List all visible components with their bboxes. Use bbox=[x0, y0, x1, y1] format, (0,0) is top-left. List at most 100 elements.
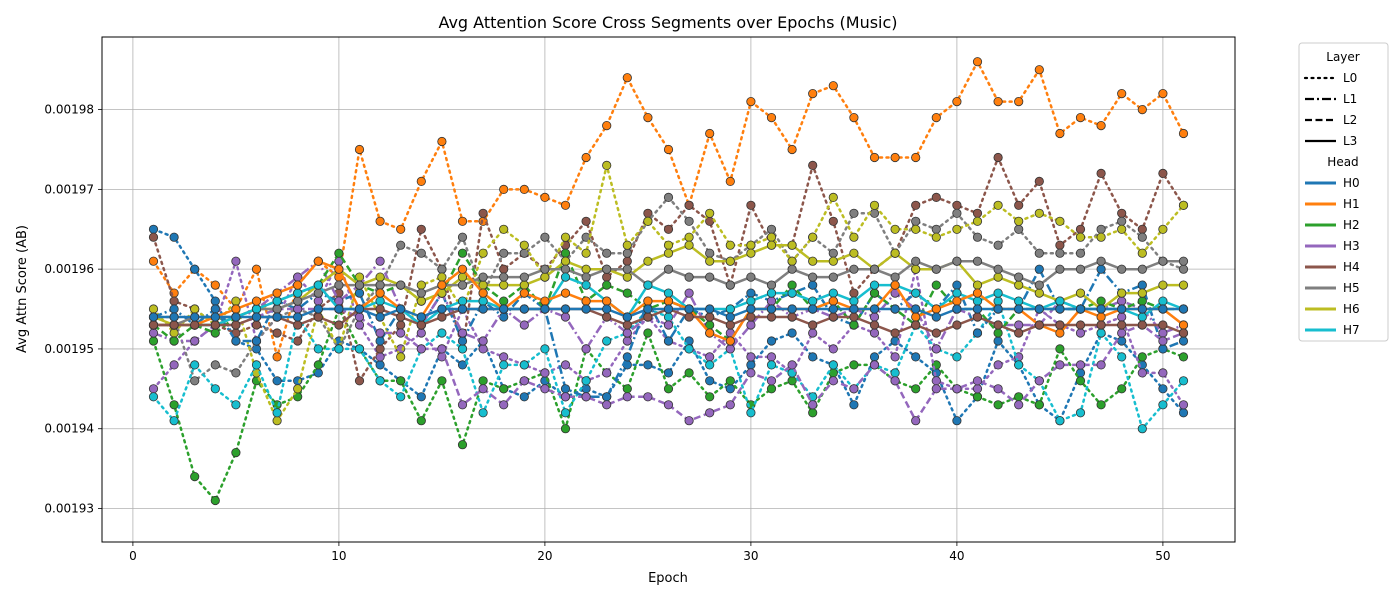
data-point bbox=[581, 376, 591, 386]
data-point bbox=[828, 360, 838, 370]
data-point bbox=[1137, 368, 1147, 378]
data-point bbox=[457, 280, 468, 290]
data-point bbox=[849, 312, 859, 322]
data-point bbox=[849, 232, 859, 242]
data-point bbox=[148, 328, 159, 338]
data-point bbox=[457, 360, 468, 370]
series-h0-l3 bbox=[148, 304, 1189, 322]
data-point bbox=[354, 288, 365, 298]
data-point bbox=[725, 240, 735, 250]
data-point bbox=[725, 176, 735, 186]
data-point bbox=[725, 312, 735, 322]
data-point bbox=[828, 256, 838, 266]
data-point bbox=[231, 312, 241, 322]
data-point bbox=[375, 344, 385, 354]
data-point bbox=[1158, 168, 1168, 178]
data-point bbox=[251, 320, 262, 330]
data-point bbox=[911, 152, 921, 163]
data-point bbox=[375, 360, 385, 370]
data-point bbox=[622, 240, 632, 250]
data-point bbox=[1178, 304, 1189, 314]
data-point bbox=[766, 352, 777, 362]
data-point bbox=[849, 113, 859, 123]
data-point bbox=[1034, 280, 1044, 290]
data-point bbox=[1178, 200, 1189, 210]
data-point bbox=[766, 384, 777, 394]
data-point bbox=[643, 280, 653, 290]
data-point bbox=[602, 336, 612, 346]
data-point bbox=[993, 400, 1003, 410]
data-point bbox=[993, 264, 1003, 274]
x-tick-label: 50 bbox=[1155, 549, 1170, 563]
data-point bbox=[499, 360, 509, 370]
data-point bbox=[705, 256, 715, 266]
data-point bbox=[972, 328, 983, 338]
data-point bbox=[931, 304, 941, 314]
data-point bbox=[952, 224, 962, 234]
data-point bbox=[828, 216, 838, 226]
data-point bbox=[602, 312, 612, 322]
data-point bbox=[148, 304, 159, 314]
data-point bbox=[540, 232, 550, 242]
data-point bbox=[952, 200, 962, 210]
data-point bbox=[828, 272, 838, 282]
data-point bbox=[416, 320, 426, 330]
data-point bbox=[1137, 352, 1147, 362]
data-point bbox=[334, 280, 344, 290]
data-point bbox=[519, 240, 529, 250]
legend-layer-title: Layer bbox=[1326, 50, 1360, 64]
data-point bbox=[1158, 280, 1168, 290]
legend-head-label: H7 bbox=[1343, 323, 1360, 337]
data-point bbox=[1075, 288, 1086, 298]
data-point bbox=[972, 376, 983, 386]
y-tick-label: 0.00197 bbox=[44, 182, 94, 196]
data-point bbox=[725, 280, 735, 290]
data-point bbox=[952, 256, 962, 266]
data-point bbox=[622, 328, 632, 338]
data-point bbox=[602, 121, 612, 131]
data-point bbox=[993, 240, 1003, 250]
data-point bbox=[416, 280, 426, 290]
data-point bbox=[849, 296, 859, 306]
data-point bbox=[1096, 312, 1106, 322]
data-point bbox=[313, 312, 323, 322]
data-point bbox=[643, 216, 653, 226]
data-point bbox=[952, 304, 962, 314]
data-point bbox=[663, 384, 674, 394]
data-point bbox=[375, 304, 385, 314]
data-point bbox=[354, 376, 365, 386]
data-point bbox=[478, 272, 488, 282]
data-point bbox=[519, 280, 529, 290]
data-point bbox=[1055, 304, 1065, 314]
data-point bbox=[911, 304, 921, 314]
data-point bbox=[869, 328, 880, 338]
data-point bbox=[251, 360, 262, 370]
data-point bbox=[416, 312, 426, 322]
data-point bbox=[1096, 296, 1106, 306]
data-point bbox=[663, 296, 674, 306]
data-point bbox=[293, 312, 303, 322]
data-point bbox=[911, 264, 921, 274]
x-tick-label: 10 bbox=[331, 549, 346, 563]
data-point bbox=[272, 296, 282, 306]
data-point bbox=[1034, 65, 1044, 75]
data-point bbox=[663, 224, 674, 234]
data-point bbox=[519, 320, 529, 330]
data-point bbox=[766, 288, 777, 298]
data-point bbox=[952, 416, 962, 426]
data-point bbox=[1096, 232, 1106, 242]
data-point bbox=[231, 368, 241, 378]
data-point bbox=[602, 296, 612, 306]
data-point bbox=[1096, 168, 1106, 178]
series-line bbox=[152, 228, 1185, 422]
data-point bbox=[375, 288, 385, 298]
data-point bbox=[993, 97, 1003, 107]
x-tick-label: 40 bbox=[949, 549, 964, 563]
data-point bbox=[540, 344, 550, 354]
data-point bbox=[993, 304, 1003, 314]
data-point bbox=[705, 328, 715, 338]
data-point bbox=[478, 336, 488, 346]
data-point bbox=[931, 328, 941, 338]
data-point bbox=[169, 232, 179, 242]
data-point bbox=[1137, 304, 1147, 314]
